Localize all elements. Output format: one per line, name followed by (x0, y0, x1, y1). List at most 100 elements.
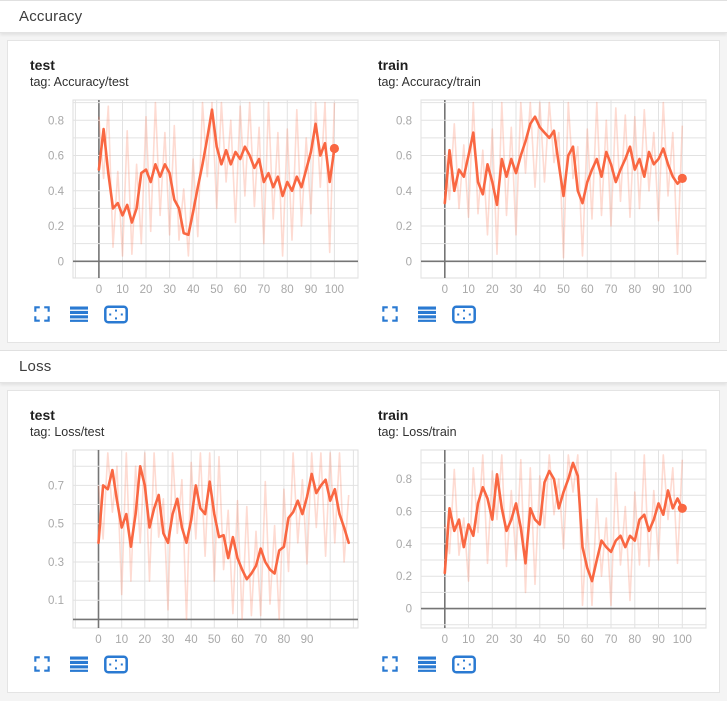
svg-text:100: 100 (673, 284, 692, 296)
section-header-loss[interactable]: Loss (0, 350, 727, 383)
expand-icon (382, 306, 398, 322)
svg-text:0.8: 0.8 (48, 115, 64, 127)
fit-domain-button[interactable] (102, 652, 130, 676)
lines-icon (418, 656, 436, 672)
svg-text:60: 60 (234, 284, 247, 296)
svg-text:90: 90 (652, 634, 665, 646)
svg-text:20: 20 (486, 284, 499, 296)
svg-text:50: 50 (210, 284, 223, 296)
chart-card-loss-train: train tag: Loss/train 0 10 20 30 40 50 60 70 80 90 1… (369, 404, 717, 676)
svg-text:60: 60 (581, 634, 594, 646)
expand-button[interactable] (28, 652, 56, 676)
svg-text:0.7: 0.7 (48, 480, 64, 492)
svg-text:80: 80 (628, 284, 641, 296)
expand-button[interactable] (376, 302, 404, 326)
svg-text:50: 50 (557, 284, 570, 296)
svg-text:100: 100 (325, 284, 344, 296)
svg-text:40: 40 (187, 284, 200, 296)
fit-domain-icon (104, 655, 128, 673)
chart-toolbar (28, 302, 369, 326)
fit-domain-button[interactable] (450, 302, 478, 326)
svg-text:0.5: 0.5 (48, 519, 64, 531)
svg-text:80: 80 (628, 634, 641, 646)
svg-text:0: 0 (442, 284, 448, 296)
svg-text:0.4: 0.4 (396, 539, 413, 551)
chart-toolbar (376, 652, 717, 676)
svg-text:0.2: 0.2 (396, 571, 412, 583)
svg-text:0: 0 (95, 634, 101, 646)
chart-toolbar (376, 302, 717, 326)
svg-text:10: 10 (115, 634, 128, 646)
svg-text:40: 40 (185, 634, 198, 646)
svg-text:30: 30 (162, 634, 175, 646)
lines-icon (70, 306, 88, 322)
svg-text:0: 0 (96, 284, 102, 296)
chart-tag: tag: Loss/test (30, 425, 105, 439)
expand-icon (34, 656, 50, 672)
svg-text:90: 90 (652, 284, 665, 296)
expand-icon (34, 306, 50, 322)
lines-icon (418, 306, 436, 322)
svg-text:80: 80 (281, 284, 294, 296)
svg-text:30: 30 (510, 634, 523, 646)
svg-text:10: 10 (116, 284, 129, 296)
svg-text:20: 20 (140, 284, 153, 296)
fit-domain-button[interactable] (450, 652, 478, 676)
svg-text:0.4: 0.4 (396, 186, 413, 198)
svg-text:10: 10 (462, 284, 475, 296)
lines-button[interactable] (65, 302, 93, 326)
fit-domain-icon (452, 655, 476, 673)
fit-domain-button[interactable] (102, 302, 130, 326)
svg-text:0.1: 0.1 (48, 595, 64, 607)
svg-text:0.2: 0.2 (396, 221, 412, 233)
svg-text:0.6: 0.6 (48, 151, 64, 163)
lines-button[interactable] (65, 652, 93, 676)
chart-card-accuracy-test: test tag: Accuracy/test 0 10 20 30 40 50 60 70 80 9… (21, 54, 369, 326)
svg-text:0.6: 0.6 (396, 151, 412, 163)
svg-text:0.6: 0.6 (396, 507, 412, 519)
section-card-accuracy: test tag: Accuracy/test 0 10 20 30 40 50 60 70 80 9… (7, 40, 720, 343)
line-chart-plot[interactable]: 0 10 20 30 40 50 60 70 80 90 0.7 0.5 0.3 0.1 (21, 446, 361, 646)
section-card-loss: test tag: Loss/test 0 10 20 30 40 50 60 70 80 90 0.7… (7, 390, 720, 693)
svg-text:90: 90 (301, 634, 314, 646)
svg-text:40: 40 (533, 284, 546, 296)
svg-text:0: 0 (442, 634, 448, 646)
section-title: Loss (19, 358, 52, 375)
svg-text:90: 90 (305, 284, 318, 296)
chart-toolbar (28, 652, 369, 676)
expand-icon (382, 656, 398, 672)
svg-text:60: 60 (581, 284, 594, 296)
lines-icon (70, 656, 88, 672)
svg-text:20: 20 (138, 634, 151, 646)
lines-button[interactable] (413, 652, 441, 676)
chart-title: test (30, 57, 55, 73)
svg-text:70: 70 (605, 284, 618, 296)
svg-text:30: 30 (163, 284, 176, 296)
svg-text:0: 0 (58, 256, 64, 268)
svg-text:20: 20 (486, 634, 499, 646)
expand-button[interactable] (28, 302, 56, 326)
section-header-accuracy[interactable]: Accuracy (0, 0, 727, 33)
line-chart-plot[interactable]: 0 10 20 30 40 50 60 70 80 90 100 0.8 0.6 0.4 0.2 0 (369, 446, 709, 646)
lines-button[interactable] (413, 302, 441, 326)
svg-text:0.8: 0.8 (396, 474, 412, 486)
section-title: Accuracy (19, 8, 83, 25)
svg-text:70: 70 (605, 634, 618, 646)
svg-text:0.8: 0.8 (396, 115, 412, 127)
svg-text:50: 50 (557, 634, 570, 646)
svg-text:0.4: 0.4 (48, 186, 65, 198)
expand-button[interactable] (376, 652, 404, 676)
svg-text:60: 60 (231, 634, 244, 646)
svg-text:0: 0 (406, 256, 412, 268)
chart-tag: tag: Accuracy/train (378, 75, 481, 89)
svg-text:0.3: 0.3 (48, 557, 64, 569)
svg-text:70: 70 (257, 284, 270, 296)
line-chart-plot[interactable]: 0 10 20 30 40 50 60 70 80 90 100 0.8 0.6 0.4 0.2 0 (369, 96, 709, 296)
line-chart-plot[interactable]: 0 10 20 30 40 50 60 70 80 90 100 0.8 0.6 0.4 0.2 0 (21, 96, 361, 296)
svg-text:80: 80 (278, 634, 291, 646)
svg-text:0.2: 0.2 (48, 221, 64, 233)
chart-card-loss-test: test tag: Loss/test 0 10 20 30 40 50 60 70 80 90 0.7… (21, 404, 369, 676)
chart-title: train (378, 57, 409, 73)
chart-tag: tag: Accuracy/test (30, 75, 129, 89)
